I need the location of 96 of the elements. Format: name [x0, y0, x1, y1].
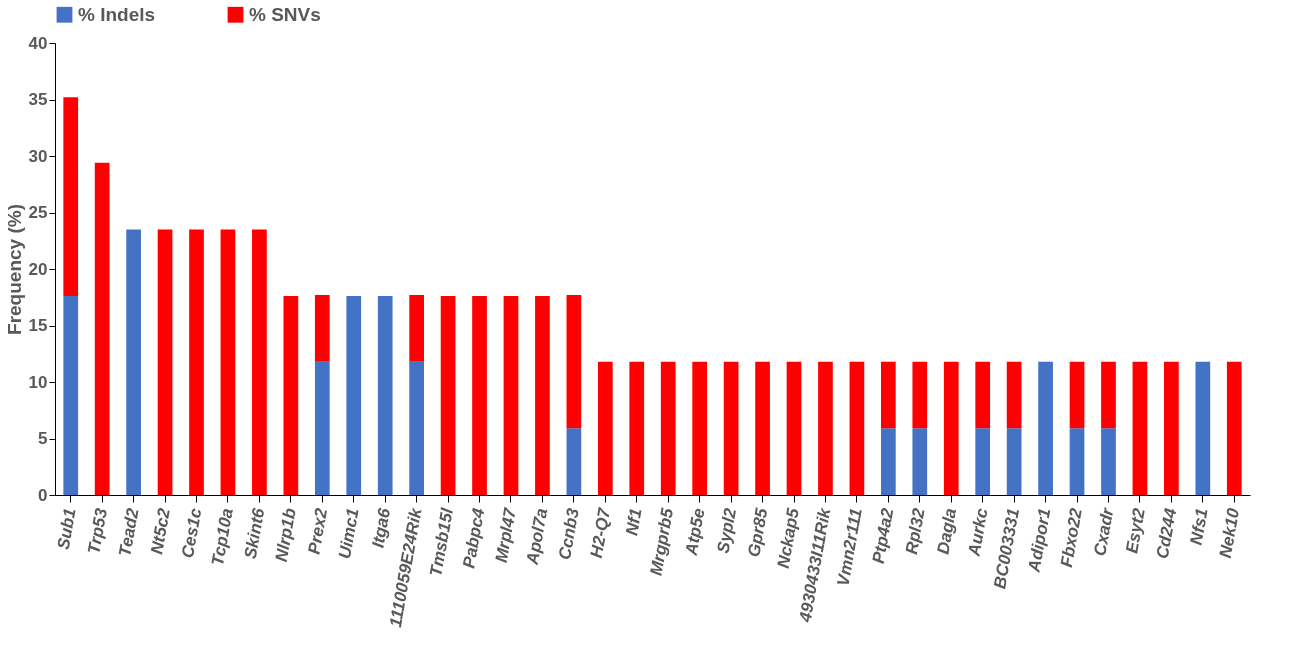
- bar: [755, 361, 770, 495]
- bar: [1069, 428, 1085, 495]
- bar: [1006, 428, 1022, 495]
- bar: [409, 361, 424, 495]
- x-tick-label: Nlrp1b: [271, 506, 300, 564]
- bar: [283, 296, 299, 495]
- y-tick-label: 10: [28, 372, 48, 392]
- bar: [440, 296, 456, 495]
- bar: [503, 296, 519, 495]
- bar: [566, 294, 582, 429]
- bar: [472, 296, 487, 495]
- bar: [346, 296, 362, 495]
- bar: [1069, 361, 1085, 429]
- y-tick-label: 30: [28, 146, 48, 166]
- bar: [1164, 361, 1179, 495]
- x-tick-label: Tead2: [115, 506, 143, 558]
- bar: [975, 361, 991, 429]
- x-tick-label: Vmn2r111: [833, 506, 866, 588]
- x-tick-label: Adipor1: [1024, 506, 1055, 575]
- x-tick-label: Ces1c: [177, 506, 206, 560]
- y-tick-label: 5: [38, 429, 48, 448]
- bar: [660, 361, 676, 495]
- x-tick-label: Skint6: [240, 506, 269, 561]
- y-tick-label: 0: [38, 485, 48, 505]
- x-tick-label: Tcp10a: [208, 506, 237, 568]
- bar: [692, 361, 708, 495]
- x-tick-label: Sypl2: [713, 506, 741, 555]
- bar: [943, 361, 959, 495]
- x-tick-label: Ccnb3: [555, 506, 583, 562]
- x-tick-label: Trp53: [84, 506, 112, 556]
- bar: [1038, 361, 1053, 495]
- x-tick-label: BC003331: [990, 506, 1024, 591]
- bar: [1132, 361, 1148, 495]
- y-tick-label: 25: [28, 203, 48, 222]
- bar: [126, 229, 141, 495]
- bar: [629, 361, 645, 495]
- x-tick-label: Pabpc4: [459, 506, 489, 570]
- bar: [1226, 361, 1242, 495]
- bar: [1006, 361, 1022, 429]
- bar: [912, 361, 928, 429]
- bar: [252, 229, 267, 495]
- x-tick-label: Prex2: [304, 506, 332, 556]
- x-tick-label: Cd244: [1152, 506, 1181, 561]
- bar: [157, 229, 173, 495]
- x-tick-label: Nf1: [622, 506, 646, 538]
- x-tick-label: Apol7a: [522, 506, 552, 567]
- bar: [314, 294, 330, 362]
- y-tick-label: 15: [28, 316, 48, 335]
- x-tick-label: Ptp4a2: [868, 506, 898, 565]
- bar: [220, 229, 236, 495]
- bar: [881, 361, 896, 429]
- x-tick-label: Fbxo22: [1056, 506, 1086, 569]
- x-tick-label: Nt5c2: [147, 506, 175, 556]
- bar: [314, 361, 330, 495]
- bar: [849, 361, 865, 495]
- bar: [535, 296, 550, 495]
- bar: [63, 296, 79, 495]
- bar: [975, 428, 991, 495]
- x-tick-label: Itga6: [368, 506, 395, 550]
- x-tick-label: Gpr85: [744, 506, 772, 559]
- x-tick-label: Nckap5: [773, 506, 803, 570]
- y-tick-label: 35: [28, 90, 48, 109]
- x-tick-label: Esyt2: [1122, 506, 1149, 555]
- x-tick-label: Rpl32: [901, 506, 929, 556]
- x-tick-label: Tmsb15l: [426, 505, 458, 578]
- bar: [723, 361, 739, 495]
- bar: [912, 428, 928, 495]
- x-tick-label: Nek10: [1215, 506, 1244, 560]
- bar: [409, 294, 424, 362]
- bar: [1101, 428, 1116, 495]
- bar: [1101, 361, 1116, 429]
- bar: [189, 229, 204, 495]
- y-tick-label: 20: [28, 259, 48, 279]
- bar: [597, 361, 613, 495]
- bar: [818, 361, 833, 495]
- x-tick-label: Mrpl47: [491, 505, 521, 565]
- bar: [786, 361, 802, 495]
- y-axis-title: Frequency (%): [3, 204, 25, 335]
- x-tick-label: Atp5e: [681, 506, 709, 558]
- legend-label: % Indels: [78, 3, 156, 25]
- x-tick-label: Dagla: [933, 506, 961, 556]
- x-tick-label: Uimc1: [335, 506, 363, 561]
- bar: [881, 428, 896, 495]
- y-tick-label: 40: [28, 33, 48, 53]
- x-tick-label: H2-Q7: [586, 505, 615, 560]
- x-tick-label: Mrgprb5: [646, 506, 678, 578]
- bar: [566, 428, 582, 495]
- bar: [94, 162, 110, 495]
- x-tick-label: Cxadr: [1090, 505, 1118, 558]
- x-tick-label: Nfs1: [1186, 506, 1212, 547]
- legend-label: % SNVs: [249, 3, 321, 25]
- x-tick-label: Sub1: [53, 506, 80, 551]
- bar: [377, 296, 393, 495]
- bar: [1195, 361, 1211, 495]
- x-tick-label: Aurkc: [964, 506, 992, 559]
- bar: [63, 97, 79, 297]
